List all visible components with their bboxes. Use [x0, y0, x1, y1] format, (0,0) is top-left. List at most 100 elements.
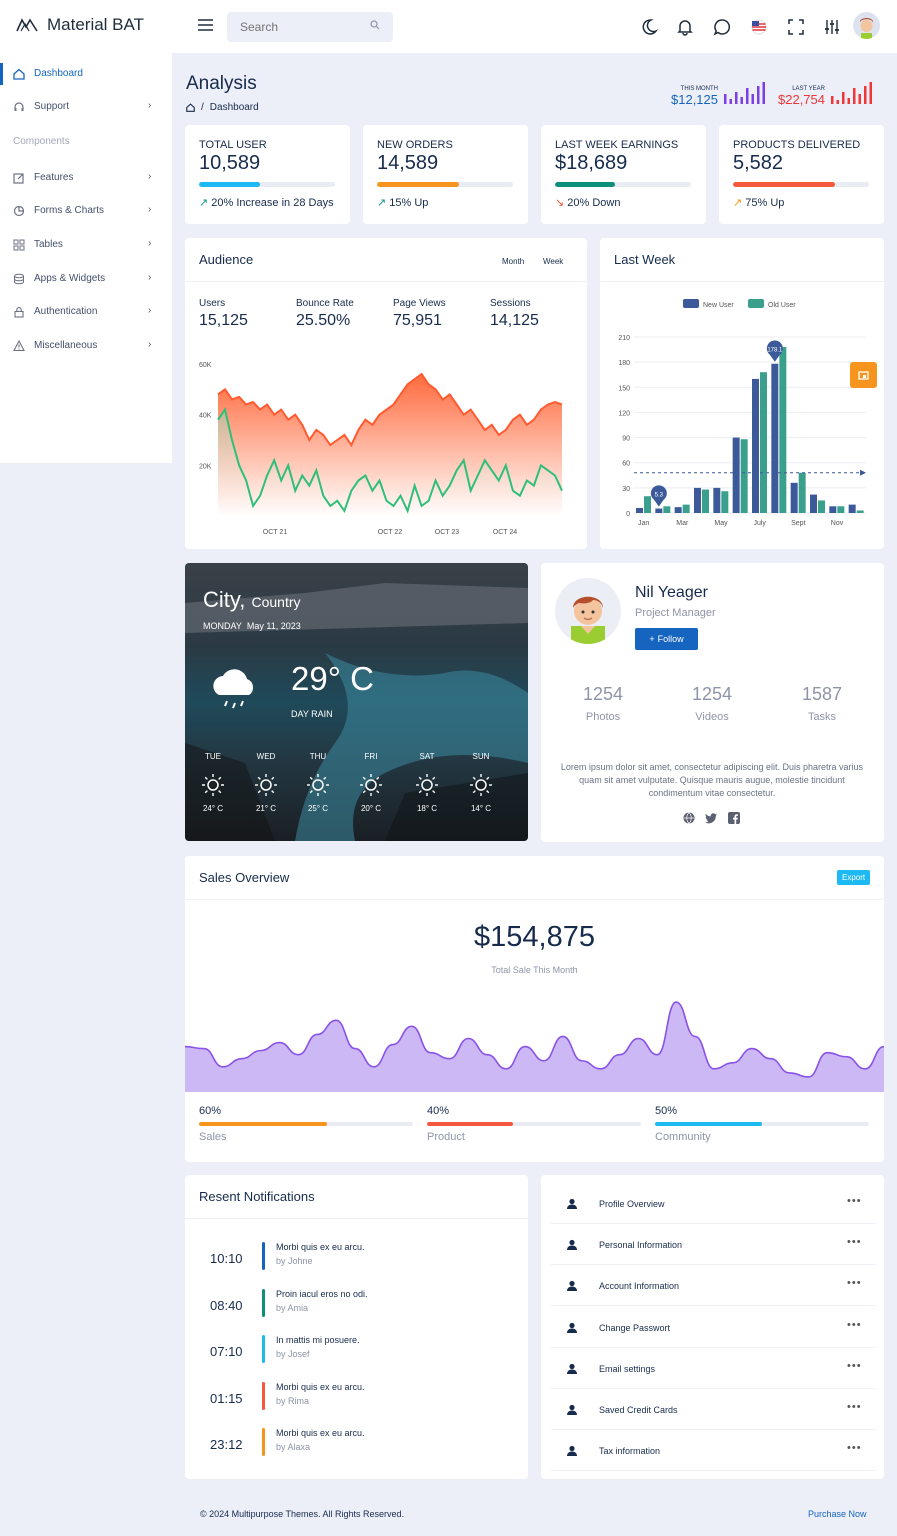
- us-flag-icon[interactable]: [750, 18, 768, 36]
- sidebar-item-label: Miscellaneous: [34, 340, 98, 351]
- metric-value: 15,125: [199, 312, 248, 329]
- more-options-icon[interactable]: •••: [847, 1236, 862, 1249]
- more-options-icon[interactable]: •••: [847, 1359, 862, 1372]
- sales-line: [185, 1001, 884, 1078]
- this-month-sparkbar: [724, 82, 765, 104]
- stat-progress-fill: [555, 182, 615, 187]
- trend-up-icon: ↗: [377, 197, 387, 209]
- sidebar-section-label: Components: [13, 136, 70, 147]
- header-stat-label: THIS MONTH: [680, 86, 718, 92]
- bar-nov: [837, 506, 845, 513]
- progress-track: [655, 1122, 869, 1126]
- search-icon[interactable]: [370, 20, 380, 30]
- stat-title: TOTAL USER: [199, 139, 267, 151]
- export-button[interactable]: Export: [837, 870, 871, 885]
- sidebar-item-apps-widgets[interactable]: Apps & Widgets ›: [0, 262, 172, 296]
- trend-down-icon: ↘: [555, 197, 565, 209]
- customizer-toggle-button[interactable]: [850, 362, 877, 388]
- sidebar-item-tables[interactable]: Tables ›: [0, 228, 172, 262]
- menu-item-change-passwort[interactable]: Change Passwort •••: [551, 1307, 876, 1348]
- globe-icon[interactable]: [683, 812, 695, 824]
- warning-icon: [13, 340, 25, 352]
- menu-item-email-settings[interactable]: Email settings •••: [551, 1348, 876, 1389]
- chat-icon[interactable]: [713, 18, 731, 36]
- forecast-temp: 14° C: [470, 804, 492, 813]
- bell-icon[interactable]: [676, 18, 694, 36]
- purchase-now-link[interactable]: Purchase Now: [808, 1509, 867, 1519]
- notification-item[interactable]: 23:12 Morbi quis ex eu arcu. by Alaxa: [210, 1428, 510, 1460]
- more-options-icon[interactable]: •••: [847, 1401, 862, 1413]
- sidebar-item-label: Features: [34, 172, 74, 183]
- menu-item-label: Change Passwort: [599, 1322, 671, 1333]
- menu-item-personal-information[interactable]: Personal Information •••: [551, 1224, 876, 1266]
- sidebar-item-dashboard[interactable]: Dashboard: [0, 57, 172, 91]
- user-check-icon: [567, 1198, 577, 1209]
- more-options-icon[interactable]: •••: [847, 1195, 862, 1207]
- header-stat-last-year: LAST YEAR $22,754: [772, 86, 825, 107]
- more-options-icon[interactable]: •••: [847, 1277, 862, 1290]
- sidebar-item-miscellaneous[interactable]: Miscellaneous ›: [0, 329, 172, 363]
- notification-item[interactable]: 01:15 Morbi quis ex eu arcu. by Rima: [210, 1381, 510, 1414]
- notification-item[interactable]: 07:10 In mattis mi posuere. by Josef: [210, 1335, 510, 1367]
- account-menu-card: Profile Overview ••• Personal Information •…: [541, 1175, 884, 1479]
- app-logo[interactable]: Material BAT: [16, 15, 144, 35]
- notification-time: 23:12: [210, 1437, 243, 1452]
- menu-item-saved-credit-cards[interactable]: Saved Credit Cards •••: [551, 1389, 876, 1430]
- progress-percent: 50%: [655, 1105, 678, 1117]
- sparkbar: [864, 86, 867, 104]
- bar-jul: [752, 378, 759, 513]
- menu-item-tax-information[interactable]: Tax information •••: [551, 1430, 876, 1472]
- bar-apr: [694, 487, 701, 513]
- menu-item-profile-overview[interactable]: Profile Overview •••: [551, 1183, 876, 1224]
- sidebar-item-forms-charts[interactable]: Forms & Charts ›: [0, 194, 172, 228]
- divider: [185, 899, 884, 900]
- settings-sliders-icon[interactable]: [823, 18, 841, 36]
- facebook-icon[interactable]: [728, 812, 740, 824]
- metric-label: Sessions: [490, 298, 531, 309]
- divider: [185, 281, 587, 282]
- chevron-right-icon: ›: [148, 100, 152, 111]
- follow-button[interactable]: + Follow: [635, 628, 698, 650]
- stat-value: 14,589: [377, 152, 439, 174]
- notification-color-bar: [262, 1335, 265, 1363]
- tab-week[interactable]: Week: [543, 257, 564, 266]
- sun-icon: [307, 774, 329, 796]
- legend-label: Old User: [768, 302, 796, 309]
- stat-value: 10,589: [199, 152, 261, 174]
- notification-item[interactable]: 10:10 Morbi quis ex eu arcu. by Johne: [210, 1242, 510, 1274]
- notification-item[interactable]: 08:40 Proin iacul eros no odi. by Amia: [210, 1288, 510, 1321]
- sidebar-item-support[interactable]: Support ›: [0, 90, 172, 124]
- progress-label: Community: [655, 1131, 711, 1143]
- stat-card-products-delivered: PRODUCTS DELIVERED 5,582 ↗ 75% Up: [719, 125, 884, 224]
- sidebar-item-authentication[interactable]: Authentication ›: [0, 295, 172, 329]
- tab-month[interactable]: Month: [502, 257, 525, 266]
- sidebar-item-features[interactable]: Features ›: [0, 161, 172, 195]
- menu-item-label: Tax information: [599, 1446, 661, 1457]
- chevron-right-icon: ›: [148, 272, 152, 283]
- dark-mode-icon[interactable]: [640, 18, 658, 36]
- fullscreen-icon[interactable]: [787, 18, 805, 36]
- forecast-day-label: THU: [309, 752, 327, 761]
- notification-author: by Alaxa: [276, 1442, 311, 1452]
- profile-stat-label: Tasks: [807, 711, 837, 723]
- sun-icon: [202, 774, 224, 796]
- menu-item-account-information[interactable]: Account Information •••: [551, 1265, 876, 1307]
- home-icon[interactable]: [186, 103, 195, 112]
- weather-landscape-image: [185, 583, 528, 841]
- user-avatar[interactable]: [853, 12, 880, 39]
- message-icon: [567, 1363, 577, 1374]
- data-label-pin: [766, 340, 783, 362]
- search-input[interactable]: [227, 12, 393, 42]
- profile-stat-label: Videos: [695, 711, 729, 723]
- y-tick-label: 180: [618, 360, 630, 367]
- more-options-icon[interactable]: •••: [847, 1318, 862, 1331]
- more-options-icon[interactable]: •••: [847, 1442, 862, 1455]
- app-name: Material BAT: [47, 15, 144, 34]
- bar-jun: [732, 437, 740, 513]
- cards-icon: [567, 1404, 577, 1415]
- menu-toggle-icon[interactable]: [197, 18, 214, 32]
- sidebar-item-label: Forms & Charts: [34, 205, 105, 216]
- y-tick-label: 60: [622, 461, 630, 468]
- metric-label: Users: [199, 298, 226, 309]
- twitter-icon[interactable]: [705, 812, 718, 824]
